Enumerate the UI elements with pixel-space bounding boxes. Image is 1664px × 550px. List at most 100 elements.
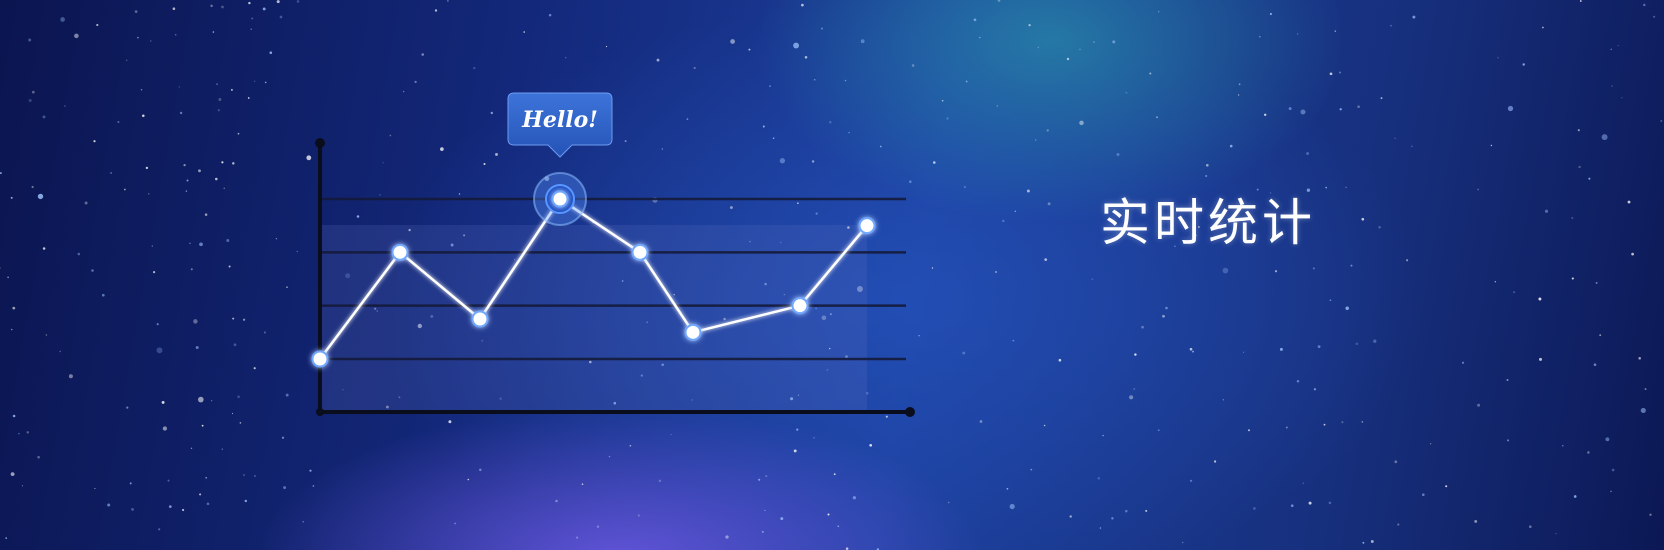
star bbox=[206, 502, 210, 506]
star bbox=[253, 367, 256, 370]
star bbox=[827, 513, 830, 516]
star bbox=[1461, 361, 1465, 364]
star bbox=[1269, 192, 1272, 194]
star bbox=[1079, 48, 1081, 51]
star bbox=[1192, 350, 1194, 353]
star bbox=[467, 478, 470, 481]
star bbox=[218, 98, 222, 101]
data-point bbox=[391, 243, 409, 261]
star bbox=[12, 414, 16, 418]
star bbox=[414, 80, 417, 84]
star bbox=[1099, 527, 1102, 529]
data-point bbox=[551, 190, 569, 208]
star bbox=[463, 234, 466, 237]
star bbox=[479, 468, 482, 472]
star bbox=[276, 0, 280, 4]
star bbox=[10, 196, 13, 199]
star bbox=[1189, 479, 1193, 482]
star bbox=[965, 80, 968, 83]
star bbox=[885, 415, 888, 418]
star bbox=[1378, 226, 1381, 229]
star bbox=[1345, 306, 1349, 311]
star bbox=[1306, 152, 1310, 155]
star bbox=[21, 485, 24, 487]
star bbox=[1145, 509, 1148, 512]
star bbox=[693, 66, 696, 70]
star bbox=[1189, 347, 1193, 351]
star bbox=[107, 503, 111, 507]
star bbox=[231, 412, 234, 415]
star bbox=[996, 105, 998, 107]
star bbox=[658, 479, 662, 483]
star bbox=[1588, 177, 1591, 180]
star bbox=[765, 475, 768, 478]
star bbox=[302, 520, 305, 523]
page-headline: 实时统计 bbox=[1100, 194, 1316, 252]
star bbox=[1274, 270, 1278, 273]
star bbox=[979, 36, 981, 39]
star bbox=[725, 535, 729, 539]
star bbox=[1490, 144, 1493, 147]
star bbox=[215, 177, 218, 181]
star bbox=[1214, 460, 1217, 463]
star bbox=[1429, 443, 1432, 445]
y-axis-end bbox=[315, 138, 325, 148]
star bbox=[1093, 41, 1095, 43]
star bbox=[263, 331, 266, 334]
star bbox=[1079, 120, 1084, 126]
star bbox=[947, 501, 950, 504]
star bbox=[1329, 299, 1332, 302]
star bbox=[221, 448, 223, 450]
star bbox=[941, 99, 944, 102]
star bbox=[1300, 109, 1306, 115]
star bbox=[1390, 24, 1392, 27]
star bbox=[1421, 493, 1425, 497]
star bbox=[815, 307, 817, 310]
star bbox=[117, 120, 120, 124]
star bbox=[1357, 105, 1360, 108]
star bbox=[608, 455, 611, 458]
star bbox=[376, 310, 378, 312]
star bbox=[911, 64, 915, 67]
star bbox=[860, 39, 865, 44]
star bbox=[197, 396, 204, 403]
star bbox=[1329, 72, 1333, 76]
star bbox=[1263, 113, 1267, 117]
star bbox=[156, 323, 159, 326]
star bbox=[1009, 503, 1015, 510]
star bbox=[1313, 388, 1317, 391]
star bbox=[1242, 351, 1245, 353]
star bbox=[312, 485, 315, 487]
star bbox=[909, 180, 912, 183]
star bbox=[1611, 468, 1615, 472]
star bbox=[837, 525, 840, 528]
star bbox=[212, 31, 215, 33]
star bbox=[1317, 345, 1321, 349]
star bbox=[1605, 437, 1610, 442]
star bbox=[94, 487, 96, 490]
star bbox=[7, 276, 9, 279]
star bbox=[1222, 267, 1229, 274]
star bbox=[1599, 334, 1602, 336]
star bbox=[60, 17, 65, 22]
star bbox=[145, 166, 149, 170]
star bbox=[1046, 129, 1049, 132]
star bbox=[1002, 219, 1005, 223]
star bbox=[182, 508, 185, 512]
star bbox=[1248, 429, 1250, 432]
star bbox=[1571, 277, 1574, 280]
star bbox=[848, 131, 850, 134]
star bbox=[797, 202, 799, 204]
star bbox=[64, 105, 66, 107]
star bbox=[686, 118, 689, 120]
star bbox=[45, 334, 48, 336]
star bbox=[279, 15, 283, 19]
star bbox=[490, 111, 494, 115]
star bbox=[232, 162, 235, 165]
star bbox=[845, 547, 849, 550]
star bbox=[829, 347, 831, 350]
star bbox=[275, 238, 278, 240]
star bbox=[262, 7, 266, 11]
star bbox=[495, 152, 498, 156]
star bbox=[1411, 145, 1413, 148]
